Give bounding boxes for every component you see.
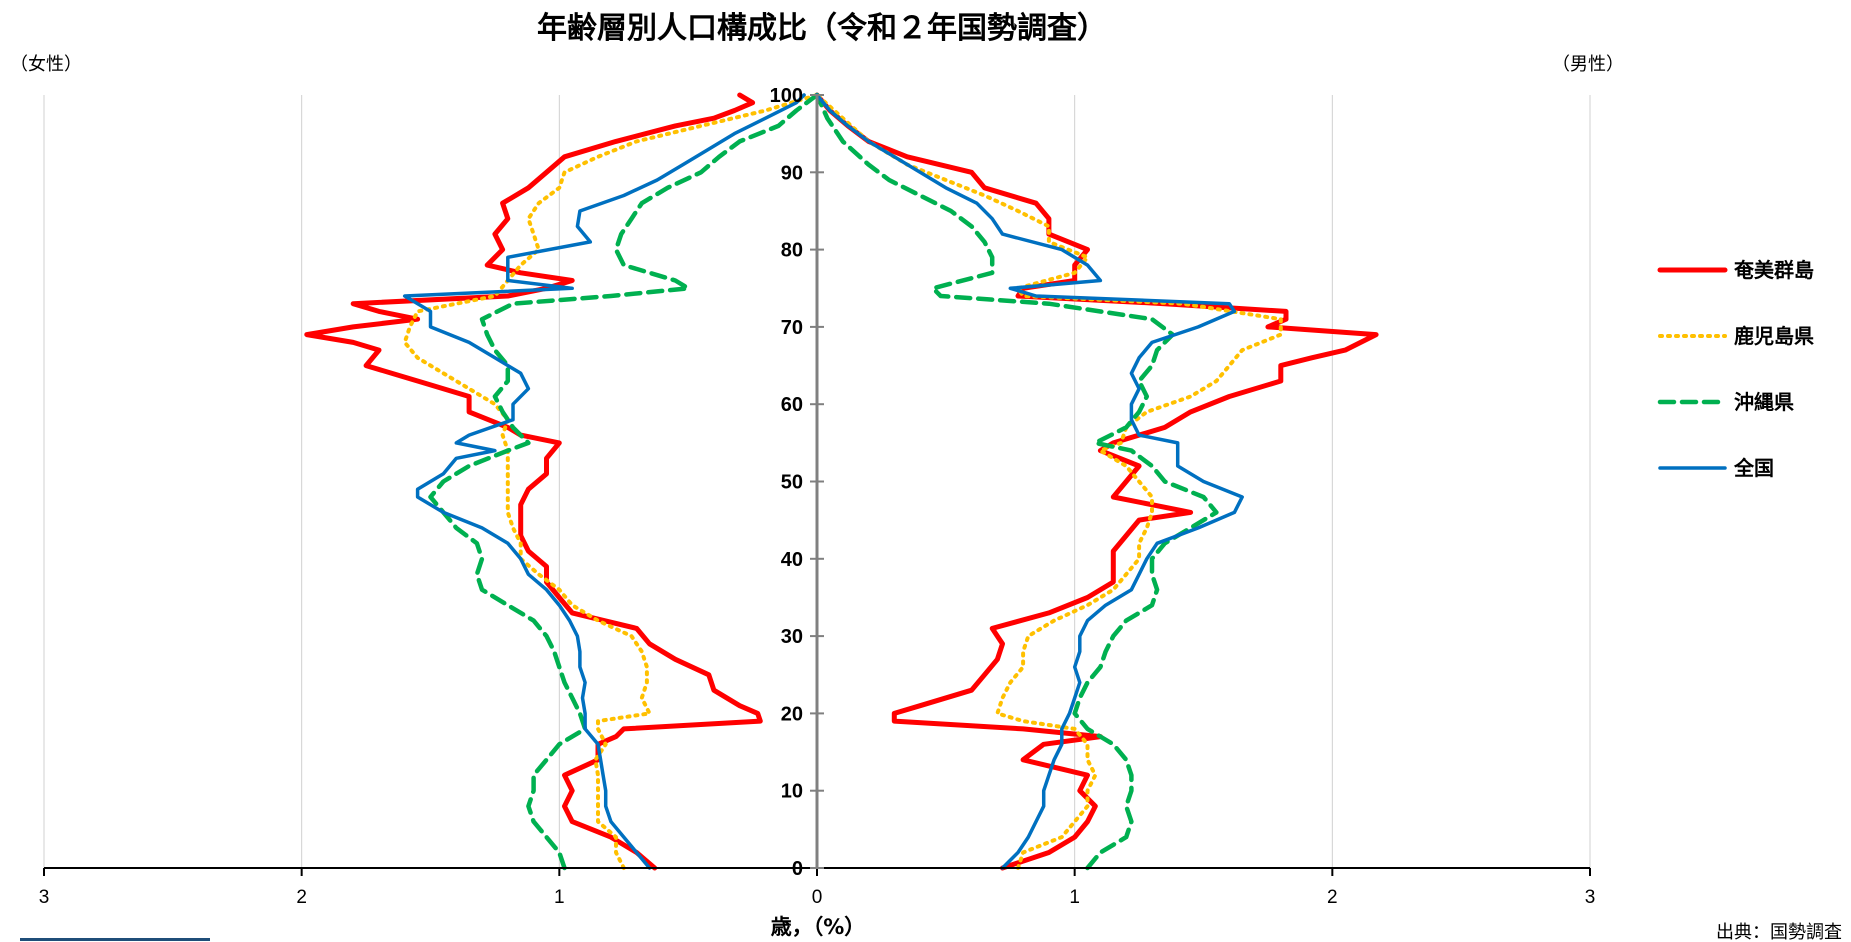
x-tick-label: 0 [812,887,823,908]
series-line-male-1 [815,93,1283,870]
series-line-male-3 [815,93,1244,870]
chart-title: 年齢層別人口構成比（令和２年国勢調査） [537,11,1107,46]
x-axis-label: 歳，（%） [771,915,866,939]
x-tick-label: 2 [1327,887,1338,908]
y-tick-label: 20 [781,703,803,725]
y-tick-label: 60 [781,394,803,416]
y-tick-label: 10 [781,781,803,803]
x-tick-label: 3 [1585,887,1596,908]
series-line-female-1 [402,93,819,870]
y-tick-label: 40 [781,549,803,571]
series-line-male-0 [814,92,1379,871]
y-tick-label: 90 [781,162,803,184]
y-tick-label: 50 [781,472,803,494]
underline-bar [20,938,210,941]
x-tick-label: 2 [296,887,307,908]
y-tick-label: 30 [781,626,803,648]
source-note: 出典：国勢調査 [1716,922,1842,942]
series-layer [304,92,1379,871]
series-line-male-2 [814,92,1219,871]
x-tick-label: 1 [1069,887,1080,908]
y-tick-label: 100 [770,85,803,107]
legend-label: 全国 [1733,456,1774,480]
y-tick-label: 70 [781,317,803,339]
legend-label: 沖縄県 [1734,390,1794,414]
legend-label: 鹿児島県 [1734,324,1814,348]
male-side-label: （男性） [1552,54,1624,75]
y-tick-label: 0 [792,858,803,880]
series-line-female-0 [304,92,763,871]
grid-lines [43,95,1591,868]
series-line-female-3 [402,93,806,870]
female-side-label: （女性） [10,54,82,75]
legend-label: 奄美群島 [1733,258,1814,282]
series-line-female-2 [428,92,820,871]
y-tick-label: 80 [781,240,803,262]
x-tick-label: 1 [554,887,565,908]
x-tick-label: 3 [39,887,50,908]
